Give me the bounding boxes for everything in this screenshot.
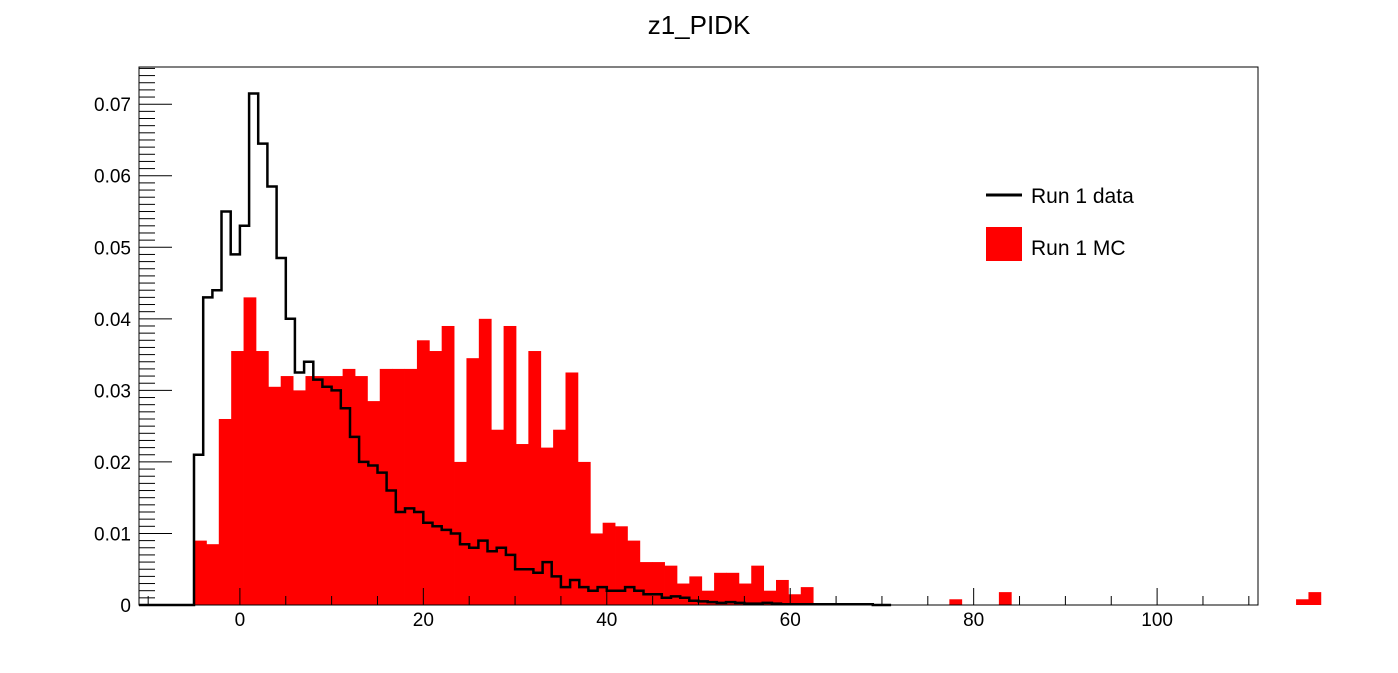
y-tick-label: 0.04 [94, 310, 131, 331]
mc-bar [218, 418, 232, 605]
y-tick-label: 0 [120, 596, 131, 617]
mc-bar [515, 444, 529, 605]
mc-bar [639, 562, 653, 605]
mc-bar [392, 368, 405, 605]
mc-bar [676, 583, 690, 605]
mc-bar [317, 376, 331, 605]
x-tick-label: 100 [1141, 610, 1173, 631]
mc-bar [305, 376, 319, 605]
x-tick-label: 60 [780, 610, 801, 631]
chart-title: z1_PIDK [648, 10, 751, 40]
mc-bar [355, 376, 368, 605]
mc-bar [268, 386, 282, 605]
mc-bar [540, 447, 554, 605]
mc-histogram-bars [194, 297, 1322, 605]
mc-bar [577, 461, 591, 605]
mc-bar [726, 572, 740, 605]
x-tick-label: 80 [963, 610, 984, 631]
y-tick-label: 0.01 [94, 524, 131, 545]
mc-bar [243, 297, 257, 605]
mc-bar [714, 572, 727, 605]
mc-bar [1296, 599, 1309, 605]
mc-bar [553, 429, 566, 605]
legend: Run 1 data Run 1 MC [986, 185, 1134, 261]
mc-bar [255, 351, 269, 605]
mc-bar [404, 368, 418, 605]
mc-bar [788, 594, 802, 605]
mc-bar [206, 544, 220, 605]
mc-bar [763, 590, 777, 605]
data-step-line [139, 92, 892, 607]
mc-bar [280, 376, 294, 605]
mc-bar [949, 599, 963, 605]
y-tick-label: 0.06 [94, 167, 131, 188]
mc-bar [664, 565, 678, 605]
mc-bar [478, 318, 492, 605]
legend-swatch-mc [986, 227, 1022, 261]
mc-bar [751, 565, 765, 605]
mc-bar [367, 401, 381, 605]
mc-bar [231, 351, 244, 605]
mc-bar [429, 351, 443, 605]
mc-bar [565, 372, 579, 605]
mc-bar [1308, 592, 1322, 605]
mc-bar [627, 540, 641, 605]
x-tick-label: 40 [596, 610, 617, 631]
mc-bar [293, 390, 306, 605]
y-tick-label: 0.07 [94, 95, 131, 116]
legend-label-data: Run 1 data [1031, 185, 1134, 208]
mc-bar [466, 358, 480, 605]
y-tick-label: 0.02 [94, 453, 131, 474]
mc-bar [590, 533, 604, 605]
mc-bar [738, 583, 752, 605]
mc-bar [441, 325, 455, 605]
mc-bar [503, 325, 517, 605]
mc-bar [998, 592, 1012, 605]
mc-bar [615, 526, 628, 605]
mc-bar [416, 340, 430, 605]
mc-bar [602, 522, 616, 605]
x-axis: 0 20 40 60 80 100 [147, 588, 1250, 631]
mc-bar [776, 579, 789, 605]
mc-bar [194, 540, 207, 605]
mc-bar [528, 351, 542, 605]
y-tick-label: 0.05 [94, 238, 131, 259]
x-tick-label: 0 [235, 610, 246, 631]
legend-label-mc: Run 1 MC [1031, 237, 1126, 260]
mc-bar [330, 376, 344, 605]
mc-bar [800, 587, 814, 605]
x-tick-label: 20 [413, 610, 434, 631]
y-tick-label: 0.03 [94, 381, 131, 402]
y-axis: 0 0.01 0.02 0.03 0.04 0.05 0.06 0.07 [94, 67, 172, 617]
mc-bar [491, 429, 504, 605]
mc-bar [342, 368, 356, 605]
